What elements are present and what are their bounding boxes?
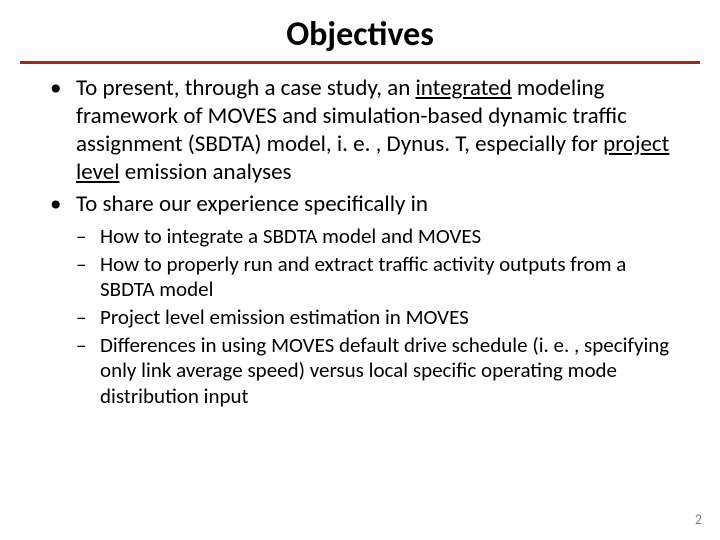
title-rule	[20, 61, 700, 64]
page-number: 2	[695, 511, 702, 528]
sub-bullet-item: How to properly run and extract traffic …	[76, 252, 670, 303]
slide: Objectives To present, through a case st…	[0, 0, 720, 540]
slide-title: Objectives	[0, 0, 720, 61]
sub-bullet-item: Differences in using MOVES default drive…	[76, 333, 670, 410]
bullet-text-pre: To present, through a case study, an	[76, 74, 415, 102]
bullet-list: To present, through a case study, an int…	[50, 74, 670, 410]
bullet-text: To share our experience specifically in	[76, 190, 428, 218]
sub-bullet-item: Project level emission estimation in MOV…	[76, 305, 670, 331]
sub-bullet-item: How to integrate a SBDTA model and MOVES	[76, 224, 670, 250]
sub-bullet-list: How to integrate a SBDTA model and MOVES…	[76, 224, 670, 409]
bullet-item: To share our experience specifically in …	[50, 190, 670, 409]
bullet-text-post: emission analyses	[120, 158, 292, 186]
bullet-item: To present, through a case study, an int…	[50, 74, 670, 186]
bullet-text-underline: integrated	[415, 74, 511, 102]
